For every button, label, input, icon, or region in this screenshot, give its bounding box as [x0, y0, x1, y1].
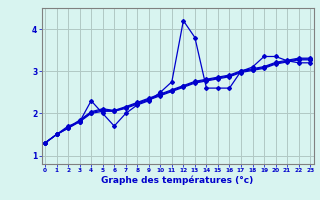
X-axis label: Graphe des températures (°c): Graphe des températures (°c) — [101, 176, 254, 185]
